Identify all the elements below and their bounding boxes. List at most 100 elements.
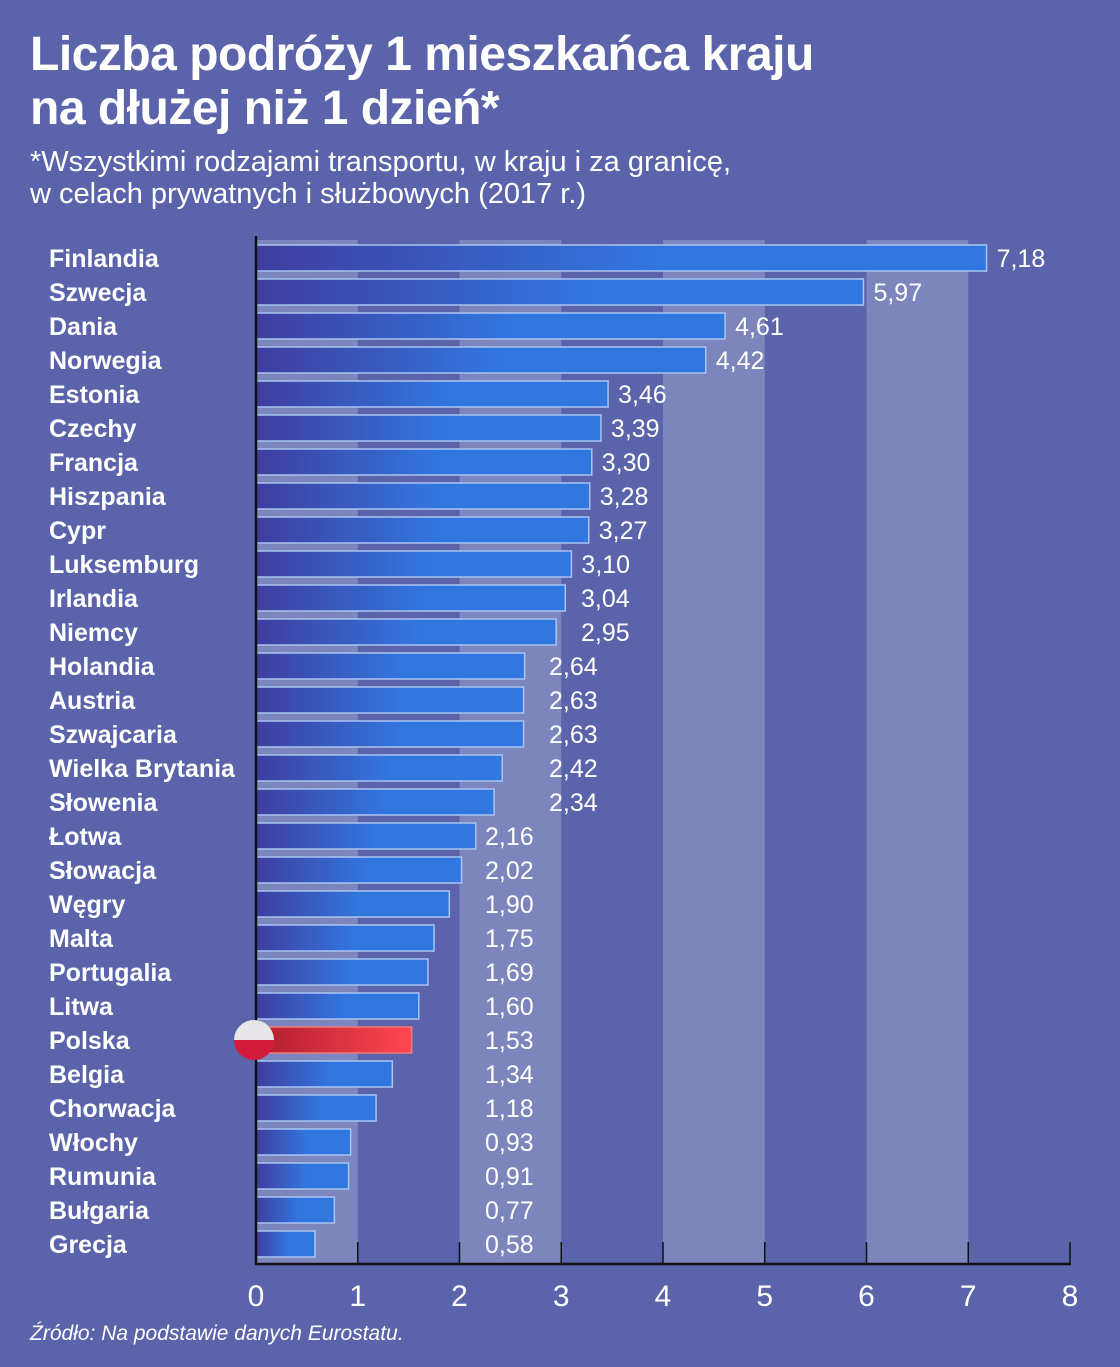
value-label: 3,30 [602, 449, 651, 477]
category-label: Wielka Brytania [49, 755, 236, 783]
bar [255, 788, 495, 816]
bar [255, 1060, 394, 1088]
bar-chart: Finlandia Szwecja Dania Norwegia Estonia Czec… [49, 236, 1078, 1310]
x-tick-label: 5 [756, 1280, 773, 1310]
x-tick-label: 7 [960, 1280, 977, 1310]
value-label: 2,63 [549, 687, 598, 715]
category-label: Bułgaria [49, 1197, 150, 1225]
category-label: Słowenia [49, 789, 158, 817]
bar [255, 618, 557, 646]
grid-stripe [256, 240, 358, 1264]
bar [255, 856, 463, 884]
grid-stripe [663, 240, 765, 1264]
value-label: 5,97 [873, 279, 922, 307]
value-label: 2,16 [485, 823, 534, 851]
value-label: 1,34 [485, 1061, 534, 1089]
value-label: 1,18 [485, 1095, 534, 1123]
value-label: 2,95 [581, 619, 630, 647]
category-label: Węgry [49, 891, 126, 919]
value-label: 1,60 [485, 993, 534, 1021]
bar [255, 1196, 336, 1224]
x-axis: 0 1 2 3 4 5 6 7 8 [248, 236, 1078, 1310]
bar [255, 278, 865, 306]
bar [255, 720, 525, 748]
flag-white-half [234, 1020, 274, 1040]
category-label: Holandia [49, 653, 156, 681]
value-label: 3,28 [600, 483, 649, 511]
bar [255, 516, 590, 544]
bar [255, 584, 567, 612]
category-label: Estonia [49, 381, 140, 409]
bar [255, 924, 435, 952]
value-label: 4,61 [735, 313, 784, 341]
category-label: Szwecja [49, 279, 147, 307]
subtitle-line-1: *Wszystkimi rodzajami transportu, w kraj… [30, 146, 732, 178]
poland-flag-icon [234, 1020, 274, 1060]
category-label: Dania [49, 313, 118, 341]
bar [255, 1230, 316, 1258]
bar [255, 992, 420, 1020]
title-line-2: na dłużej niż 1 dzień* [30, 82, 500, 135]
value-labels: 7,18 5,97 4,61 4,42 3,46 3,39 3,30 3,28 3,27 3,10… [485, 245, 1045, 1259]
bar [255, 958, 429, 986]
category-labels: Finlandia Szwecja Dania Norwegia Estonia Czec… [49, 245, 236, 1259]
category-label: Finlandia [49, 245, 160, 273]
subtitle-line-2: w celach prywatnych i służbowych (2017 r… [30, 178, 587, 210]
category-label: Malta [49, 925, 114, 953]
bar [255, 1094, 377, 1122]
value-label: 3,46 [618, 381, 667, 409]
category-label: Austria [49, 687, 136, 715]
x-tick-label: 4 [655, 1280, 672, 1310]
category-label: Rumunia [49, 1163, 157, 1191]
bar [255, 1162, 350, 1190]
category-label: Słowacja [49, 857, 157, 885]
flag-red-half [234, 1040, 274, 1060]
category-label: Włochy [49, 1129, 138, 1157]
value-label: 3,10 [581, 551, 630, 579]
category-label: Niemcy [49, 619, 138, 647]
bar [255, 1026, 413, 1054]
value-label: 2,34 [549, 789, 598, 817]
value-label: 4,42 [716, 347, 765, 375]
value-label: 2,64 [549, 653, 598, 681]
value-label: 1,69 [485, 959, 534, 987]
grid-stripe [459, 240, 562, 1264]
category-label: Szwajcaria [49, 721, 178, 749]
x-tick-label: 0 [248, 1280, 265, 1310]
bar [255, 550, 573, 578]
category-label: Irlandia [49, 585, 139, 613]
category-label: Chorwacja [49, 1095, 177, 1123]
x-tick-label: 2 [451, 1280, 468, 1310]
bars [255, 244, 988, 1258]
category-label: Łotwa [49, 823, 122, 851]
chart-subtitle: *Wszystkimi rodzajami transportu, w kraj… [30, 146, 731, 210]
value-label: 2,42 [549, 755, 598, 783]
value-label: 2,02 [485, 857, 534, 885]
value-label: 3,39 [611, 415, 660, 443]
category-label: Luksemburg [49, 551, 199, 579]
bar [255, 686, 525, 714]
value-label: 0,91 [485, 1163, 534, 1191]
source-note: Źródło: Na podstawie danych Eurostatu. [30, 1322, 404, 1345]
bar [255, 482, 591, 510]
bar [255, 1128, 352, 1156]
bar [255, 244, 988, 272]
category-label: Portugalia [49, 959, 172, 987]
value-label: 1,75 [485, 925, 534, 953]
bar [255, 380, 609, 408]
value-label: 1,90 [485, 891, 534, 919]
bar [255, 754, 503, 782]
value-label: 0,93 [485, 1129, 534, 1157]
category-label: Hiszpania [49, 483, 167, 511]
category-label: Francja [49, 449, 139, 477]
category-label: Czechy [49, 415, 137, 443]
bar [255, 346, 707, 374]
x-tick-label: 6 [858, 1280, 875, 1310]
grid-stripes [256, 240, 969, 1264]
bar [255, 414, 602, 442]
category-label: Polska [49, 1027, 131, 1055]
x-tick-label: 3 [553, 1280, 570, 1310]
value-label: 3,27 [599, 517, 648, 545]
bar [255, 652, 526, 680]
grid-stripe [866, 240, 969, 1264]
